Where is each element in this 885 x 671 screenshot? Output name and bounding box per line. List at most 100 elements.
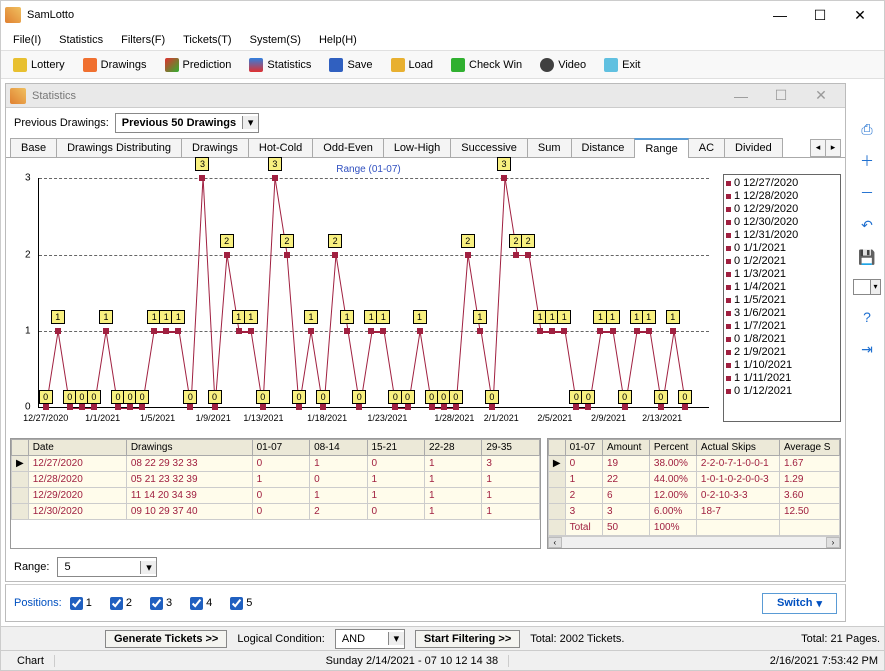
col-header[interactable]: 01-07 (252, 440, 309, 456)
cell[interactable]: 1 (252, 472, 309, 488)
summary-grid[interactable]: 01-07AmountPercentActual SkipsAverage S▶… (547, 438, 841, 549)
row-header[interactable] (12, 504, 29, 520)
cell[interactable]: 1.29 (779, 472, 839, 488)
cell[interactable]: 50 (602, 520, 649, 536)
menu-filters[interactable]: Filters(F) (113, 32, 173, 48)
cell[interactable]: 3 (602, 504, 649, 520)
cell[interactable]: 1-0-1-0-2-0-0-3 (696, 472, 779, 488)
tab-range[interactable]: Range (634, 138, 688, 158)
tab-scroll-right[interactable]: ▸ (825, 139, 841, 157)
cell[interactable]: 1 (482, 488, 539, 504)
generate-tickets-button[interactable]: Generate Tickets >> (105, 630, 227, 648)
cell[interactable]: 08 22 29 32 33 (126, 456, 252, 472)
scroll-left-icon[interactable]: ‹ (548, 537, 562, 548)
prediction-button[interactable]: Prediction (157, 56, 240, 74)
col-header[interactable]: 15-21 (367, 440, 424, 456)
col-header[interactable]: Drawings (126, 440, 252, 456)
row-header[interactable] (548, 504, 565, 520)
logical-condition-combo[interactable]: AND ▾ (335, 629, 405, 649)
row-header[interactable] (548, 520, 565, 536)
cell[interactable]: 1 (424, 472, 481, 488)
statistics-button[interactable]: Statistics (241, 56, 319, 74)
menu-system[interactable]: System(S) (242, 32, 309, 48)
color-picker[interactable]: ▾ (853, 279, 881, 295)
cell[interactable]: 19 (602, 456, 649, 472)
cell[interactable]: 1 (424, 488, 481, 504)
cell[interactable]: 3 (565, 504, 602, 520)
cell[interactable]: 3 (482, 456, 539, 472)
cell[interactable]: 12/27/2020 (28, 456, 126, 472)
cell[interactable]: 12/28/2020 (28, 472, 126, 488)
inner-minimize-button[interactable]: — (721, 84, 761, 108)
cell[interactable]: 05 21 23 32 39 (126, 472, 252, 488)
cell[interactable]: 09 10 29 37 40 (126, 504, 252, 520)
cell[interactable]: 1 (367, 488, 424, 504)
drawings-button[interactable]: Drawings (75, 56, 155, 74)
expand-icon[interactable]: ⇥ (857, 339, 877, 359)
drawings-grid[interactable]: DateDrawings01-0708-1415-2122-2829-35▶12… (10, 438, 541, 549)
tab-hot-cold[interactable]: Hot-Cold (248, 138, 313, 157)
range-combo[interactable]: 5 ▾ (57, 557, 157, 577)
cell[interactable]: Total (565, 520, 602, 536)
col-header[interactable]: 01-07 (565, 440, 602, 456)
cell[interactable]: 2 (310, 504, 367, 520)
cell[interactable] (779, 520, 839, 536)
cell[interactable]: 44.00% (649, 472, 696, 488)
cell[interactable]: 18-7 (696, 504, 779, 520)
cell[interactable]: 0 (565, 456, 602, 472)
cell[interactable]: 6.00% (649, 504, 696, 520)
row-header[interactable]: ▶ (548, 456, 565, 472)
scroll-right-icon[interactable]: › (826, 537, 840, 548)
lottery-button[interactable]: Lottery (5, 56, 73, 74)
col-header[interactable]: 22-28 (424, 440, 481, 456)
zoom-in-icon[interactable]: ＋ (857, 151, 877, 171)
cell[interactable]: 22 (602, 472, 649, 488)
inner-close-button[interactable]: ✕ (801, 84, 841, 108)
switch-button[interactable]: Switch ▾ (762, 593, 837, 614)
menu-help[interactable]: Help(H) (311, 32, 365, 48)
exit-button[interactable]: Exit (596, 56, 648, 74)
cell[interactable]: 1 (482, 472, 539, 488)
row-header[interactable] (548, 488, 565, 504)
checkwin-button[interactable]: Check Win (443, 56, 530, 74)
tab-scroll-left[interactable]: ◂ (810, 139, 826, 157)
cell[interactable]: 38.00% (649, 456, 696, 472)
cell[interactable]: 2 (565, 488, 602, 504)
position-checkbox-5[interactable]: 5 (230, 597, 252, 610)
row-header[interactable] (548, 472, 565, 488)
start-filtering-button[interactable]: Start Filtering >> (415, 630, 520, 648)
position-checkbox-1[interactable]: 1 (70, 597, 92, 610)
cell[interactable]: 2-2-0-7-1-0-0-1 (696, 456, 779, 472)
maximize-button[interactable]: ☐ (800, 3, 840, 27)
tab-base[interactable]: Base (10, 138, 57, 157)
cell[interactable]: 0 (367, 504, 424, 520)
position-checkbox-2[interactable]: 2 (110, 597, 132, 610)
cell[interactable]: 1 (424, 504, 481, 520)
inner-maximize-button[interactable]: ☐ (761, 84, 801, 108)
cell[interactable]: 6 (602, 488, 649, 504)
cell[interactable]: 11 14 20 34 39 (126, 488, 252, 504)
cell[interactable]: 12.50 (779, 504, 839, 520)
cell[interactable]: 12/30/2020 (28, 504, 126, 520)
close-button[interactable]: ✕ (840, 3, 880, 27)
cell[interactable]: 3.60 (779, 488, 839, 504)
cell[interactable]: 12/29/2020 (28, 488, 126, 504)
cell[interactable]: 0 (310, 472, 367, 488)
position-checkbox-4[interactable]: 4 (190, 597, 212, 610)
cell[interactable]: 1.67 (779, 456, 839, 472)
cell[interactable]: 100% (649, 520, 696, 536)
previous-drawings-combo[interactable]: Previous 50 Drawings ▾ (115, 113, 259, 133)
cell[interactable]: 12.00% (649, 488, 696, 504)
col-header[interactable]: Average S (779, 440, 839, 456)
col-header[interactable]: 29-35 (482, 440, 539, 456)
tab-odd-even[interactable]: Odd-Even (312, 138, 384, 157)
tab-drawings[interactable]: Drawings (181, 138, 249, 157)
help-icon[interactable]: ? (857, 307, 877, 327)
video-button[interactable]: Video (532, 56, 594, 74)
save-disk-icon[interactable]: 💾 (857, 247, 877, 267)
col-header[interactable]: Percent (649, 440, 696, 456)
cell[interactable]: 1 (565, 472, 602, 488)
tab-sum[interactable]: Sum (527, 138, 572, 157)
cell[interactable] (696, 520, 779, 536)
grid-scrollbar[interactable]: ‹ › (548, 536, 840, 548)
